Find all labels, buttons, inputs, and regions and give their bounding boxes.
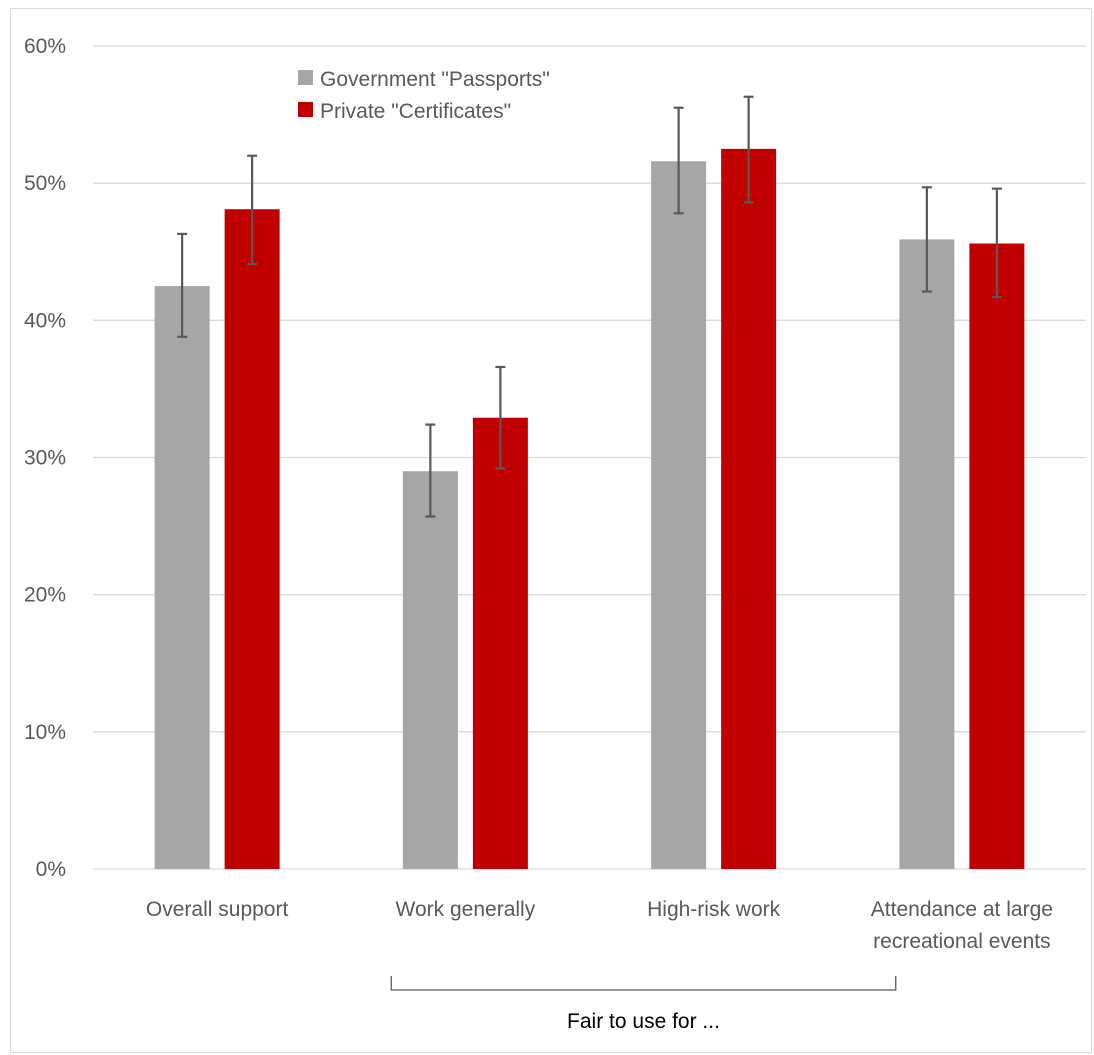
bar	[721, 148, 777, 869]
y-tick-label: 20%	[24, 584, 66, 607]
bar	[154, 286, 210, 870]
bracket-line	[390, 976, 897, 991]
legend-swatch	[298, 70, 313, 85]
bracket-label: Fair to use for ...	[567, 1010, 720, 1033]
error-bar	[495, 365, 506, 470]
error-bar	[991, 187, 1002, 299]
error-bar	[673, 106, 684, 215]
x-tick-label: High-risk work	[647, 898, 781, 921]
error-bar	[247, 154, 258, 266]
y-tick-label: 30%	[24, 447, 66, 470]
bars	[154, 148, 1025, 870]
legend-swatch	[298, 102, 313, 117]
y-tick-label: 60%	[24, 35, 66, 58]
error-bar	[425, 423, 436, 518]
x-axis-labels: Overall support Work generally High-risk w…	[146, 898, 1053, 953]
bar	[651, 161, 707, 870]
y-tick-label: 50%	[24, 172, 66, 195]
x-tick-label: Attendance at large recreational events	[871, 898, 1053, 953]
y-tick-label: 40%	[24, 309, 66, 332]
bar	[224, 209, 280, 869]
error-bar	[177, 232, 188, 338]
legend: Government "Passports" Private "Certifica…	[298, 68, 550, 123]
bar	[402, 471, 458, 869]
legend-label: Government "Passports"	[320, 68, 550, 91]
bar	[472, 417, 528, 869]
category-bracket: Fair to use for ...	[390, 976, 897, 1033]
error-bars	[177, 95, 1002, 518]
error-bar	[743, 95, 754, 204]
legend-label: Private "Certificates"	[320, 100, 511, 123]
y-tick-label: 10%	[24, 721, 66, 744]
y-tick-label: 0%	[36, 858, 66, 881]
y-axis-ticks: 0% 10% 20% 30% 40% 50% 60%	[24, 35, 66, 881]
x-tick-label: Work generally	[396, 898, 536, 921]
bar	[899, 239, 955, 869]
bar	[969, 243, 1025, 869]
error-bar	[921, 186, 932, 293]
x-tick-label: Overall support	[146, 898, 289, 921]
